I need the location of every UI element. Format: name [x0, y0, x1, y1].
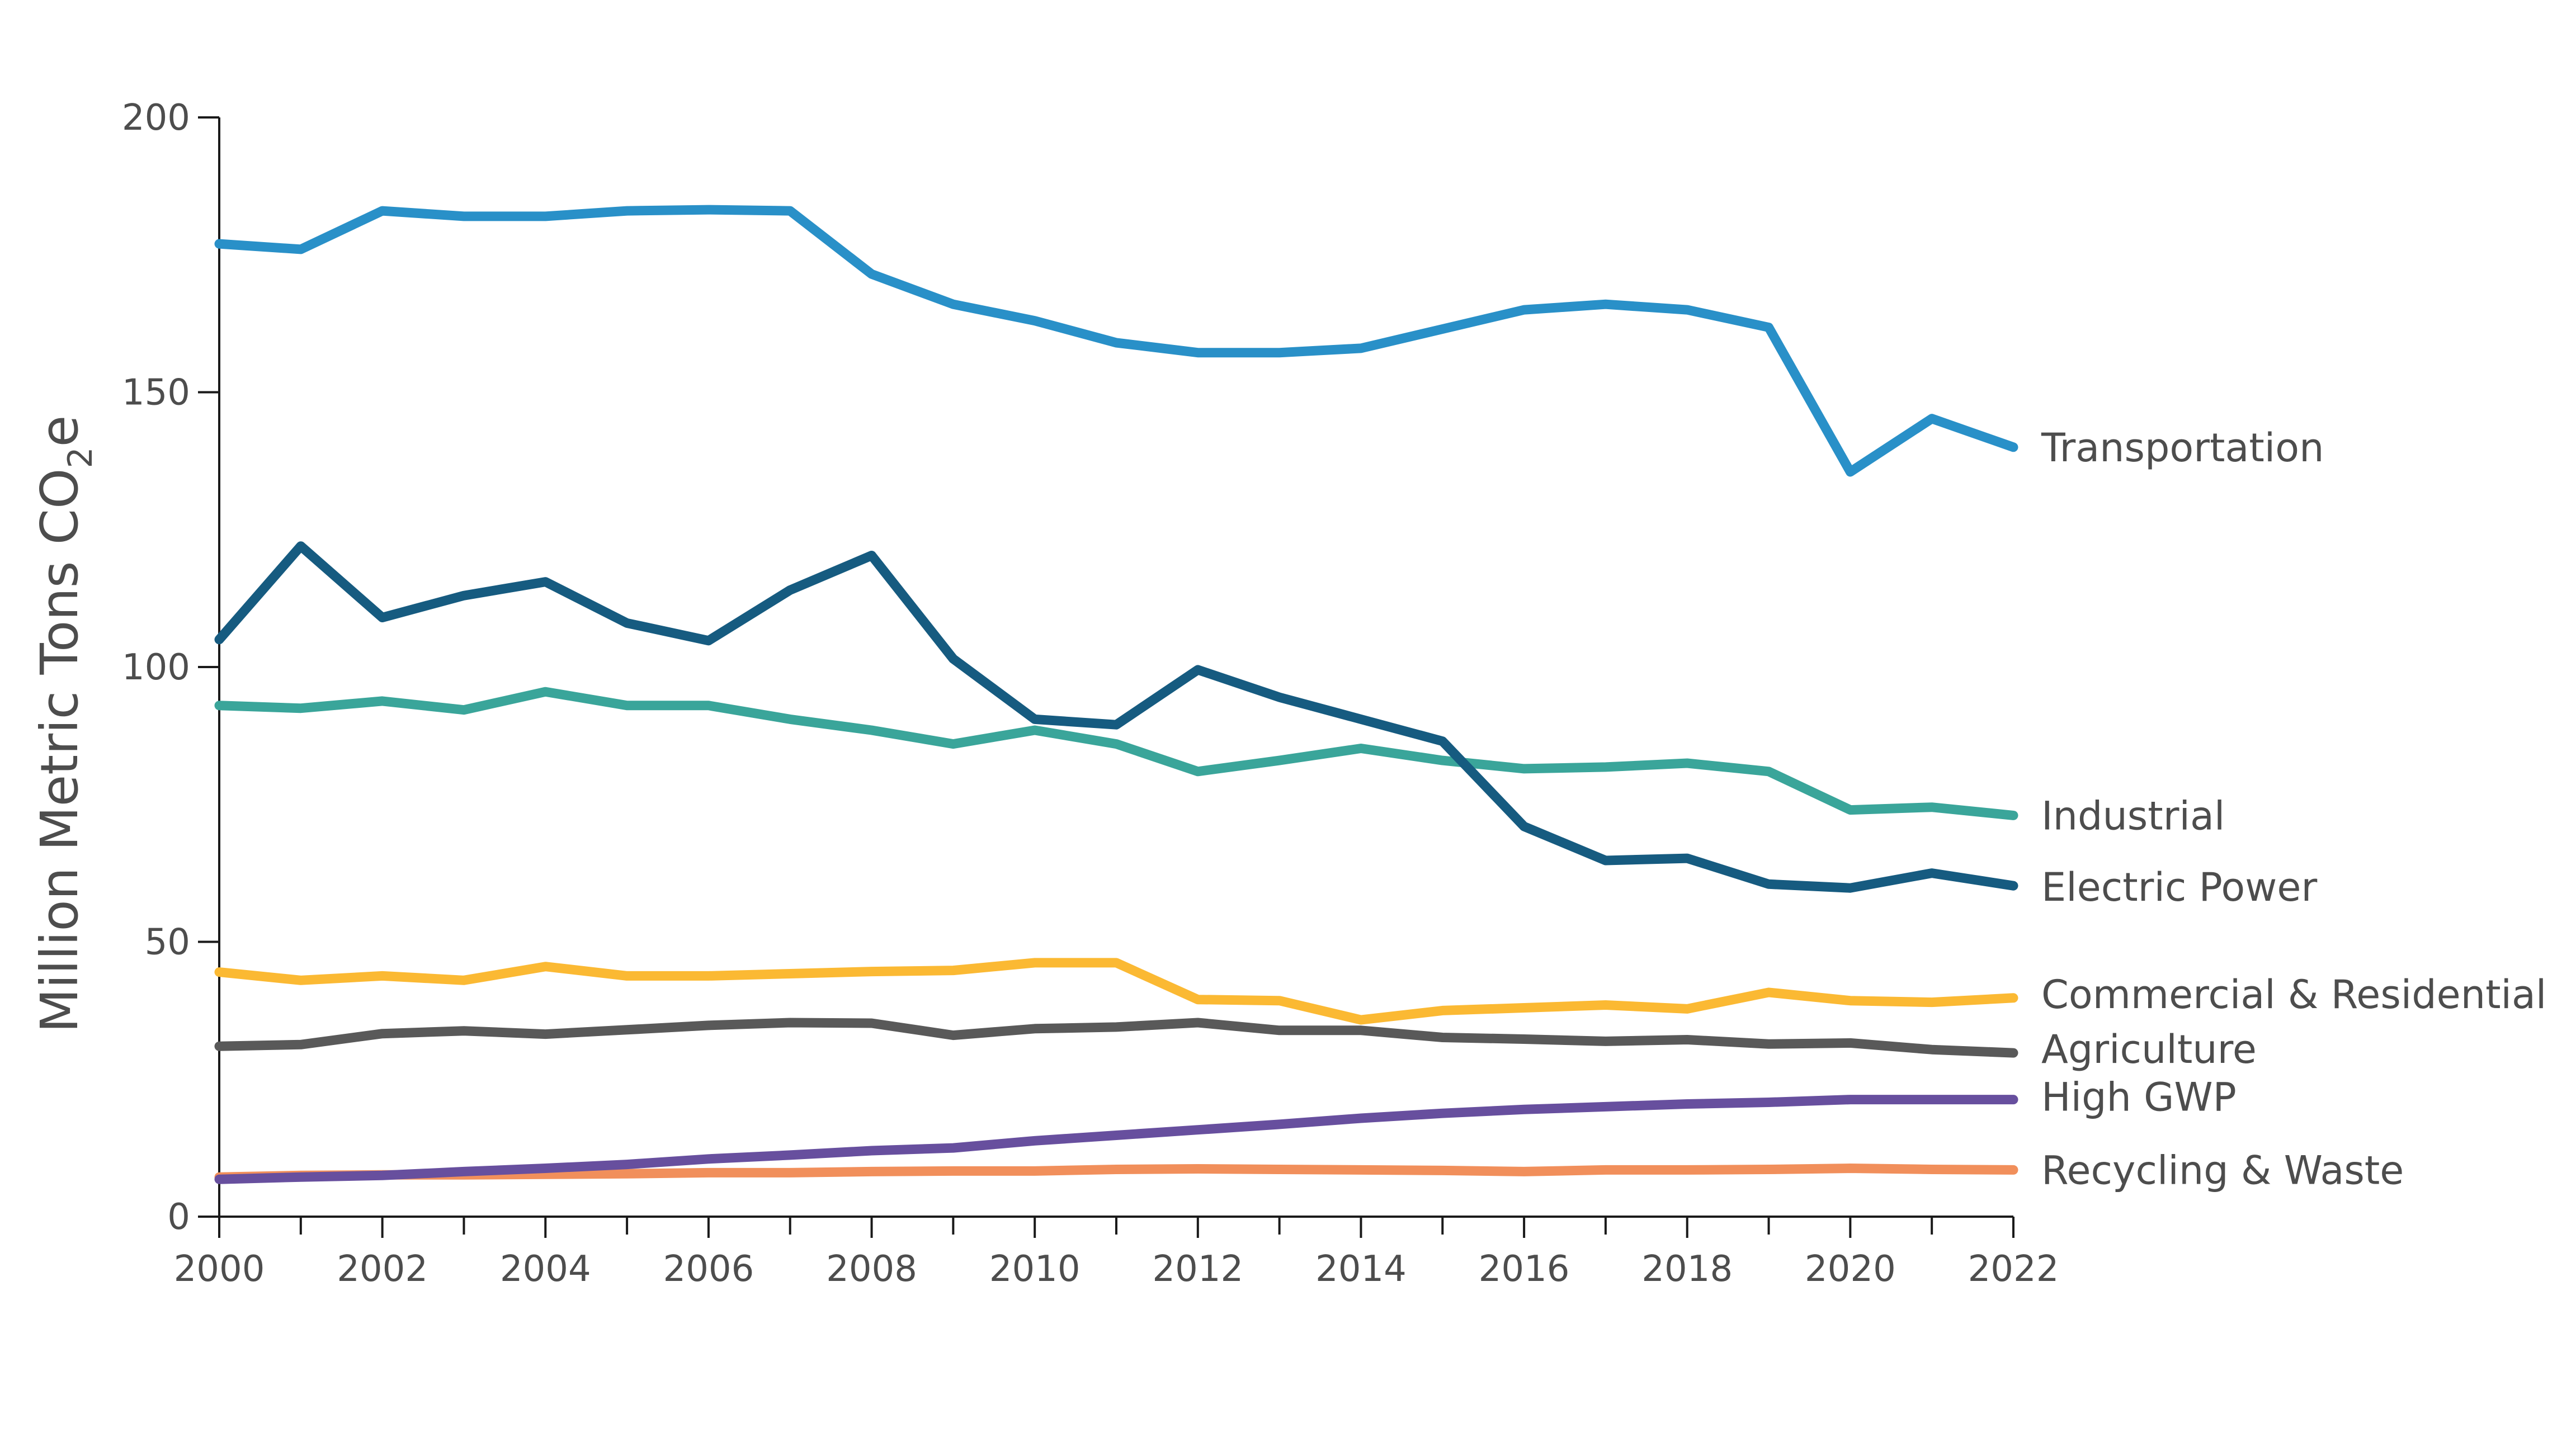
axes: 0 50 100 150 200 2000 2002 2004 2006 2008 2010 2012…: [122, 97, 2059, 1290]
x-tick-label: 2006: [663, 1249, 754, 1290]
y-tick-label: 100: [122, 647, 190, 688]
series-label-commercial-residential: Commercial & Residential: [2041, 972, 2546, 1018]
series-label-high-gwp: High GWP: [2041, 1075, 2237, 1120]
y-tick-label: 50: [145, 922, 190, 963]
x-tick-label: 2022: [1968, 1249, 2059, 1290]
x-tick-label: 2004: [500, 1249, 591, 1290]
x-tick-label: 2020: [1805, 1249, 1896, 1290]
series-label-recycling-waste: Recycling & Waste: [2041, 1147, 2404, 1193]
series-line-electric-power: [214, 541, 2018, 893]
series-line-transportation: [214, 205, 2018, 477]
y-axis-title-subscript: 2: [61, 447, 100, 468]
series-line-commercial-residential: [214, 958, 2018, 1025]
series-label-industrial: Industrial: [2041, 793, 2225, 839]
x-tick-label: 2010: [989, 1249, 1081, 1290]
series-labels: Transportation Industrial Electric Power Co…: [2041, 425, 2546, 1194]
series-lines: [214, 205, 2018, 1184]
x-tick-label: 2014: [1315, 1249, 1407, 1290]
series-line-high-gwp: [214, 1095, 2018, 1184]
y-tick-label: 150: [122, 372, 190, 414]
y-tick-label: 0: [167, 1197, 190, 1238]
x-tick-label: 2000: [174, 1249, 265, 1290]
x-tick-label: 2016: [1479, 1249, 1570, 1290]
x-tick-label: 2012: [1152, 1249, 1243, 1290]
y-axis-title: Million Metric Tons CO2e: [30, 415, 100, 1033]
series-label-electric-power: Electric Power: [2041, 864, 2318, 910]
y-axis-title-main: Million Metric Tons CO: [30, 469, 89, 1033]
x-tick-label: 2008: [826, 1249, 917, 1290]
x-tick-label: 2002: [337, 1249, 428, 1290]
series-label-agriculture: Agriculture: [2041, 1027, 2257, 1072]
y-axis-title-suffix: e: [30, 415, 89, 447]
y-tick-label: 200: [122, 97, 190, 139]
series-label-transportation: Transportation: [2041, 425, 2324, 471]
y-axis-label: Million Metric Tons CO2e: [30, 415, 100, 1033]
series-line-recycling-waste: [214, 1164, 2018, 1182]
series-line-industrial: [214, 687, 2018, 820]
x-tick-label: 2018: [1641, 1249, 1733, 1290]
series-line-agriculture: [214, 1018, 2018, 1058]
